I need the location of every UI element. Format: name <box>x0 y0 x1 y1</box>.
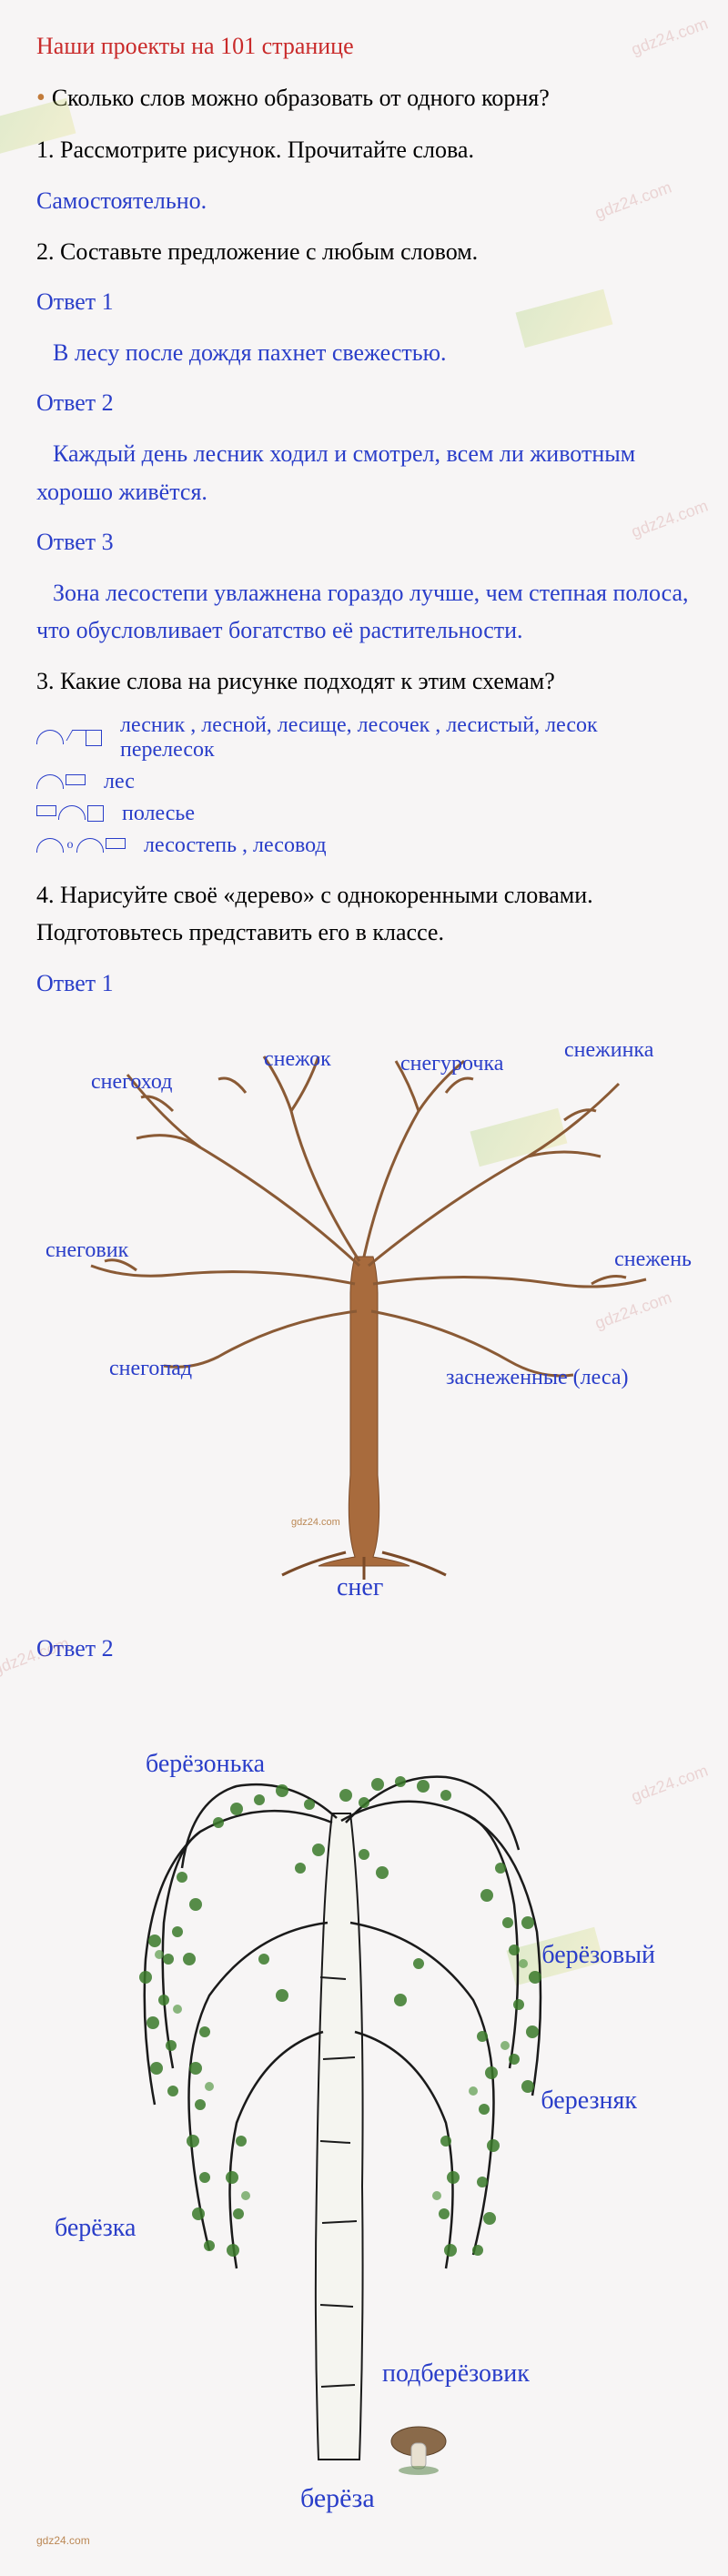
scheme-row-1: лесник , лесной, лесище, лесочек , лесис… <box>36 713 692 763</box>
tree1-word: снеговик <box>46 1238 128 1263</box>
tree1-word: снежок <box>264 1047 331 1072</box>
task-1: 1. Рассмотрите рисунок. Прочитайте слова… <box>36 131 692 169</box>
scheme-1-words: лесник , лесной, лесище, лесочек , лесис… <box>120 713 692 763</box>
answer-1-label: Ответ 1 <box>36 283 692 321</box>
mushroom-icon <box>391 2427 446 2475</box>
bullet-question: Сколько слов можно образовать от одного … <box>36 78 692 119</box>
scheme-3-words: полесье <box>122 802 195 826</box>
tree-1-diagram: gdz24.com снегоход снежок снегурочка сне… <box>36 1020 692 1584</box>
tree1-word: снегопад <box>109 1357 192 1381</box>
scheme-row-3: полесье <box>36 802 692 826</box>
tree2-answer-label: Ответ 2 <box>36 1630 692 1668</box>
tree2-root: берёза <box>300 2483 375 2514</box>
tree2-word: берёзонька <box>146 1750 265 1779</box>
scheme-row-2: лес <box>36 770 692 794</box>
task-4: 4. Нарисуйте своё «дерево» с однокоренны… <box>36 876 692 952</box>
answer-2-label: Ответ 2 <box>36 384 692 422</box>
tree1-word: снежень <box>614 1248 692 1272</box>
footer-watermark: gdz24.com <box>36 2534 90 2547</box>
tree2-word: подберёзовик <box>382 2359 530 2389</box>
tree2-word: берёзовый <box>541 1941 655 1970</box>
scheme-2-words: лес <box>104 770 135 794</box>
tree1-word: снегурочка <box>400 1052 503 1076</box>
task-3: 3. Какие слова на рисунке подходят к эти… <box>36 662 692 701</box>
tree2-word: березняк <box>541 2086 637 2116</box>
scheme-row-4: о лесостепь , лесовод <box>36 833 692 858</box>
watermark-small: gdz24.com <box>291 1517 340 1528</box>
tree-2-diagram: берёзонька берёзовый березняк берёзка по… <box>36 1686 692 2505</box>
answer-3-label: Ответ 3 <box>36 523 692 561</box>
tree2-word: берёзка <box>55 2214 136 2243</box>
tree1-answer-label: Ответ 1 <box>36 965 692 1003</box>
word-schemes: лесник , лесной, лесище, лесочек , лесис… <box>36 713 692 858</box>
task-1-note: Самостоятельно. <box>36 182 692 220</box>
scheme-4-words: лесостепь , лесовод <box>144 833 327 858</box>
tree1-word: снежинка <box>564 1038 653 1063</box>
answer-1-text: В лесу после дождя пахнет свежестью. <box>36 334 692 372</box>
tree1-word: снегоход <box>91 1070 172 1095</box>
answer-3-text: Зона лесостепи увлажнена гораздо лучше, … <box>36 574 692 650</box>
tree1-root: снег <box>337 1573 383 1602</box>
tree-1-svg: gdz24.com <box>36 1020 692 1584</box>
answer-2-text: Каждый день лесник ходил и смотрел, всем… <box>36 435 692 510</box>
tree1-word: заснеженные (леса) <box>446 1366 628 1390</box>
task-2: 2. Составьте предложение с любым словом. <box>36 233 692 271</box>
page-title: Наши проекты на 101 странице <box>36 27 692 66</box>
